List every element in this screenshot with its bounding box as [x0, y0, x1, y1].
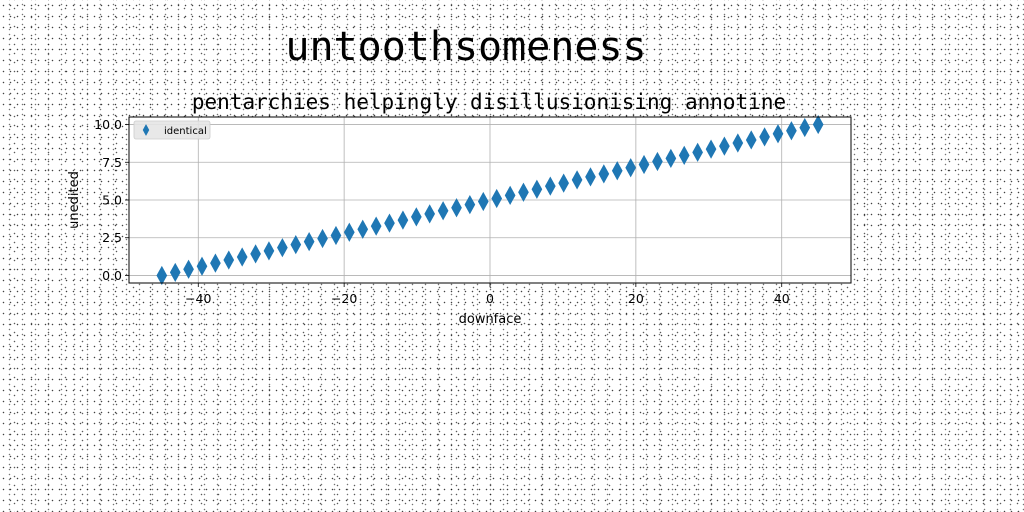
data-point [169, 262, 181, 283]
data-point [585, 167, 596, 187]
data-point [678, 145, 690, 165]
y-axis-label: unedited [67, 171, 82, 229]
data-point [210, 253, 221, 273]
data-point [705, 139, 717, 159]
data-point [357, 219, 369, 239]
grid [129, 117, 851, 283]
data-point [290, 235, 302, 255]
y-tick-label: 0.0 [102, 268, 122, 283]
data-point [250, 244, 261, 264]
data-point [611, 161, 623, 181]
data-point [571, 170, 583, 190]
x-tick-label: 20 [628, 291, 644, 306]
data-point [598, 164, 610, 184]
y-tick-label: 2.5 [102, 230, 122, 245]
x-tick-label: −40 [185, 291, 211, 306]
x-tick-label: 40 [774, 291, 790, 306]
data-point [799, 117, 811, 138]
data-point [384, 213, 395, 233]
data-point [638, 154, 650, 175]
legend: identical [133, 120, 211, 140]
data-point [223, 250, 235, 270]
data-markers [156, 114, 824, 286]
y-tick-label: 7.5 [102, 155, 122, 170]
data-point [156, 265, 168, 286]
axis-ticks: −40 −20 0 20 40 0.0 2.5 5.0 7.5 10.0 [94, 117, 790, 306]
data-point [236, 247, 248, 267]
data-point [491, 188, 503, 209]
data-point [719, 136, 730, 156]
data-point [625, 158, 637, 178]
x-axis-label: downface [459, 312, 522, 327]
data-point [745, 130, 757, 150]
data-point [343, 222, 355, 242]
chart-title: pentarchies helpingly disillusionising a… [192, 90, 786, 114]
data-point [183, 259, 194, 279]
data-point [330, 225, 342, 246]
legend-label-identical: identical [164, 126, 207, 137]
data-point [437, 201, 449, 221]
data-point [558, 173, 570, 193]
x-tick-label: 0 [486, 291, 494, 306]
legend-box [133, 120, 211, 140]
data-point [464, 195, 476, 215]
data-point [410, 207, 422, 227]
data-point [812, 114, 824, 135]
y-tick-label: 10.0 [94, 117, 122, 132]
data-point [518, 182, 529, 202]
data-point [692, 142, 703, 162]
data-point [263, 241, 275, 261]
data-point [397, 210, 409, 230]
data-point [786, 121, 797, 141]
figure-suptitle: untoothsomeness [285, 24, 646, 70]
data-point [451, 198, 462, 218]
data-point [531, 179, 543, 199]
data-point [196, 256, 208, 276]
data-point [370, 216, 382, 236]
x-tick-label: −20 [331, 291, 357, 306]
y-tick-label: 5.0 [102, 193, 122, 208]
data-point [732, 133, 744, 153]
data-point [544, 176, 556, 196]
data-point [424, 204, 436, 224]
data-point [504, 185, 516, 205]
data-point [303, 232, 315, 252]
data-point [652, 151, 663, 172]
data-point [477, 191, 489, 212]
data-point [665, 148, 677, 168]
legend-marker [142, 123, 150, 137]
data-point [317, 228, 328, 249]
data-point [277, 238, 288, 258]
data-point [759, 127, 770, 147]
data-point [772, 124, 784, 144]
